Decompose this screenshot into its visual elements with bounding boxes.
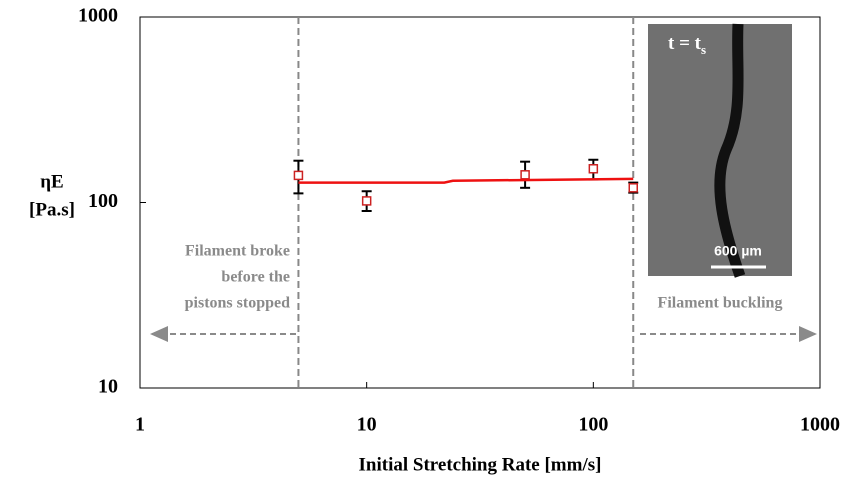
inset-scale: 600 µm (714, 243, 762, 259)
annotation: Filament buckling (658, 295, 783, 312)
y-axis-label: [Pa.s] (29, 199, 75, 220)
y-tick-label: 1000 (78, 5, 118, 27)
x-tick-label: 1 (135, 414, 145, 436)
inset-label-sub: s (701, 42, 706, 57)
marker (628, 183, 638, 193)
x-tick-label: 10 (357, 414, 377, 436)
inset-label: t = ts (668, 33, 706, 57)
x-tick-label: 100 (578, 414, 608, 436)
annotation: before the (221, 269, 290, 286)
x-axis-label: Initial Stretching Rate [mm/s] (359, 454, 602, 475)
y-tick-label: 100 (88, 190, 118, 212)
marker (520, 170, 530, 180)
inset-label-main: t = t (668, 33, 702, 54)
annotation: pistons stopped (185, 295, 290, 312)
marker (293, 170, 304, 181)
y-tick-label: 10 (98, 376, 118, 398)
inset-image (648, 23, 792, 278)
fit-line (298, 177, 634, 184)
marker (588, 164, 599, 174)
y-axis-label: ηE (40, 171, 63, 192)
x-tick-label: 1000 (800, 414, 840, 436)
marker (361, 196, 372, 206)
annotation: Filament broke (185, 243, 290, 260)
